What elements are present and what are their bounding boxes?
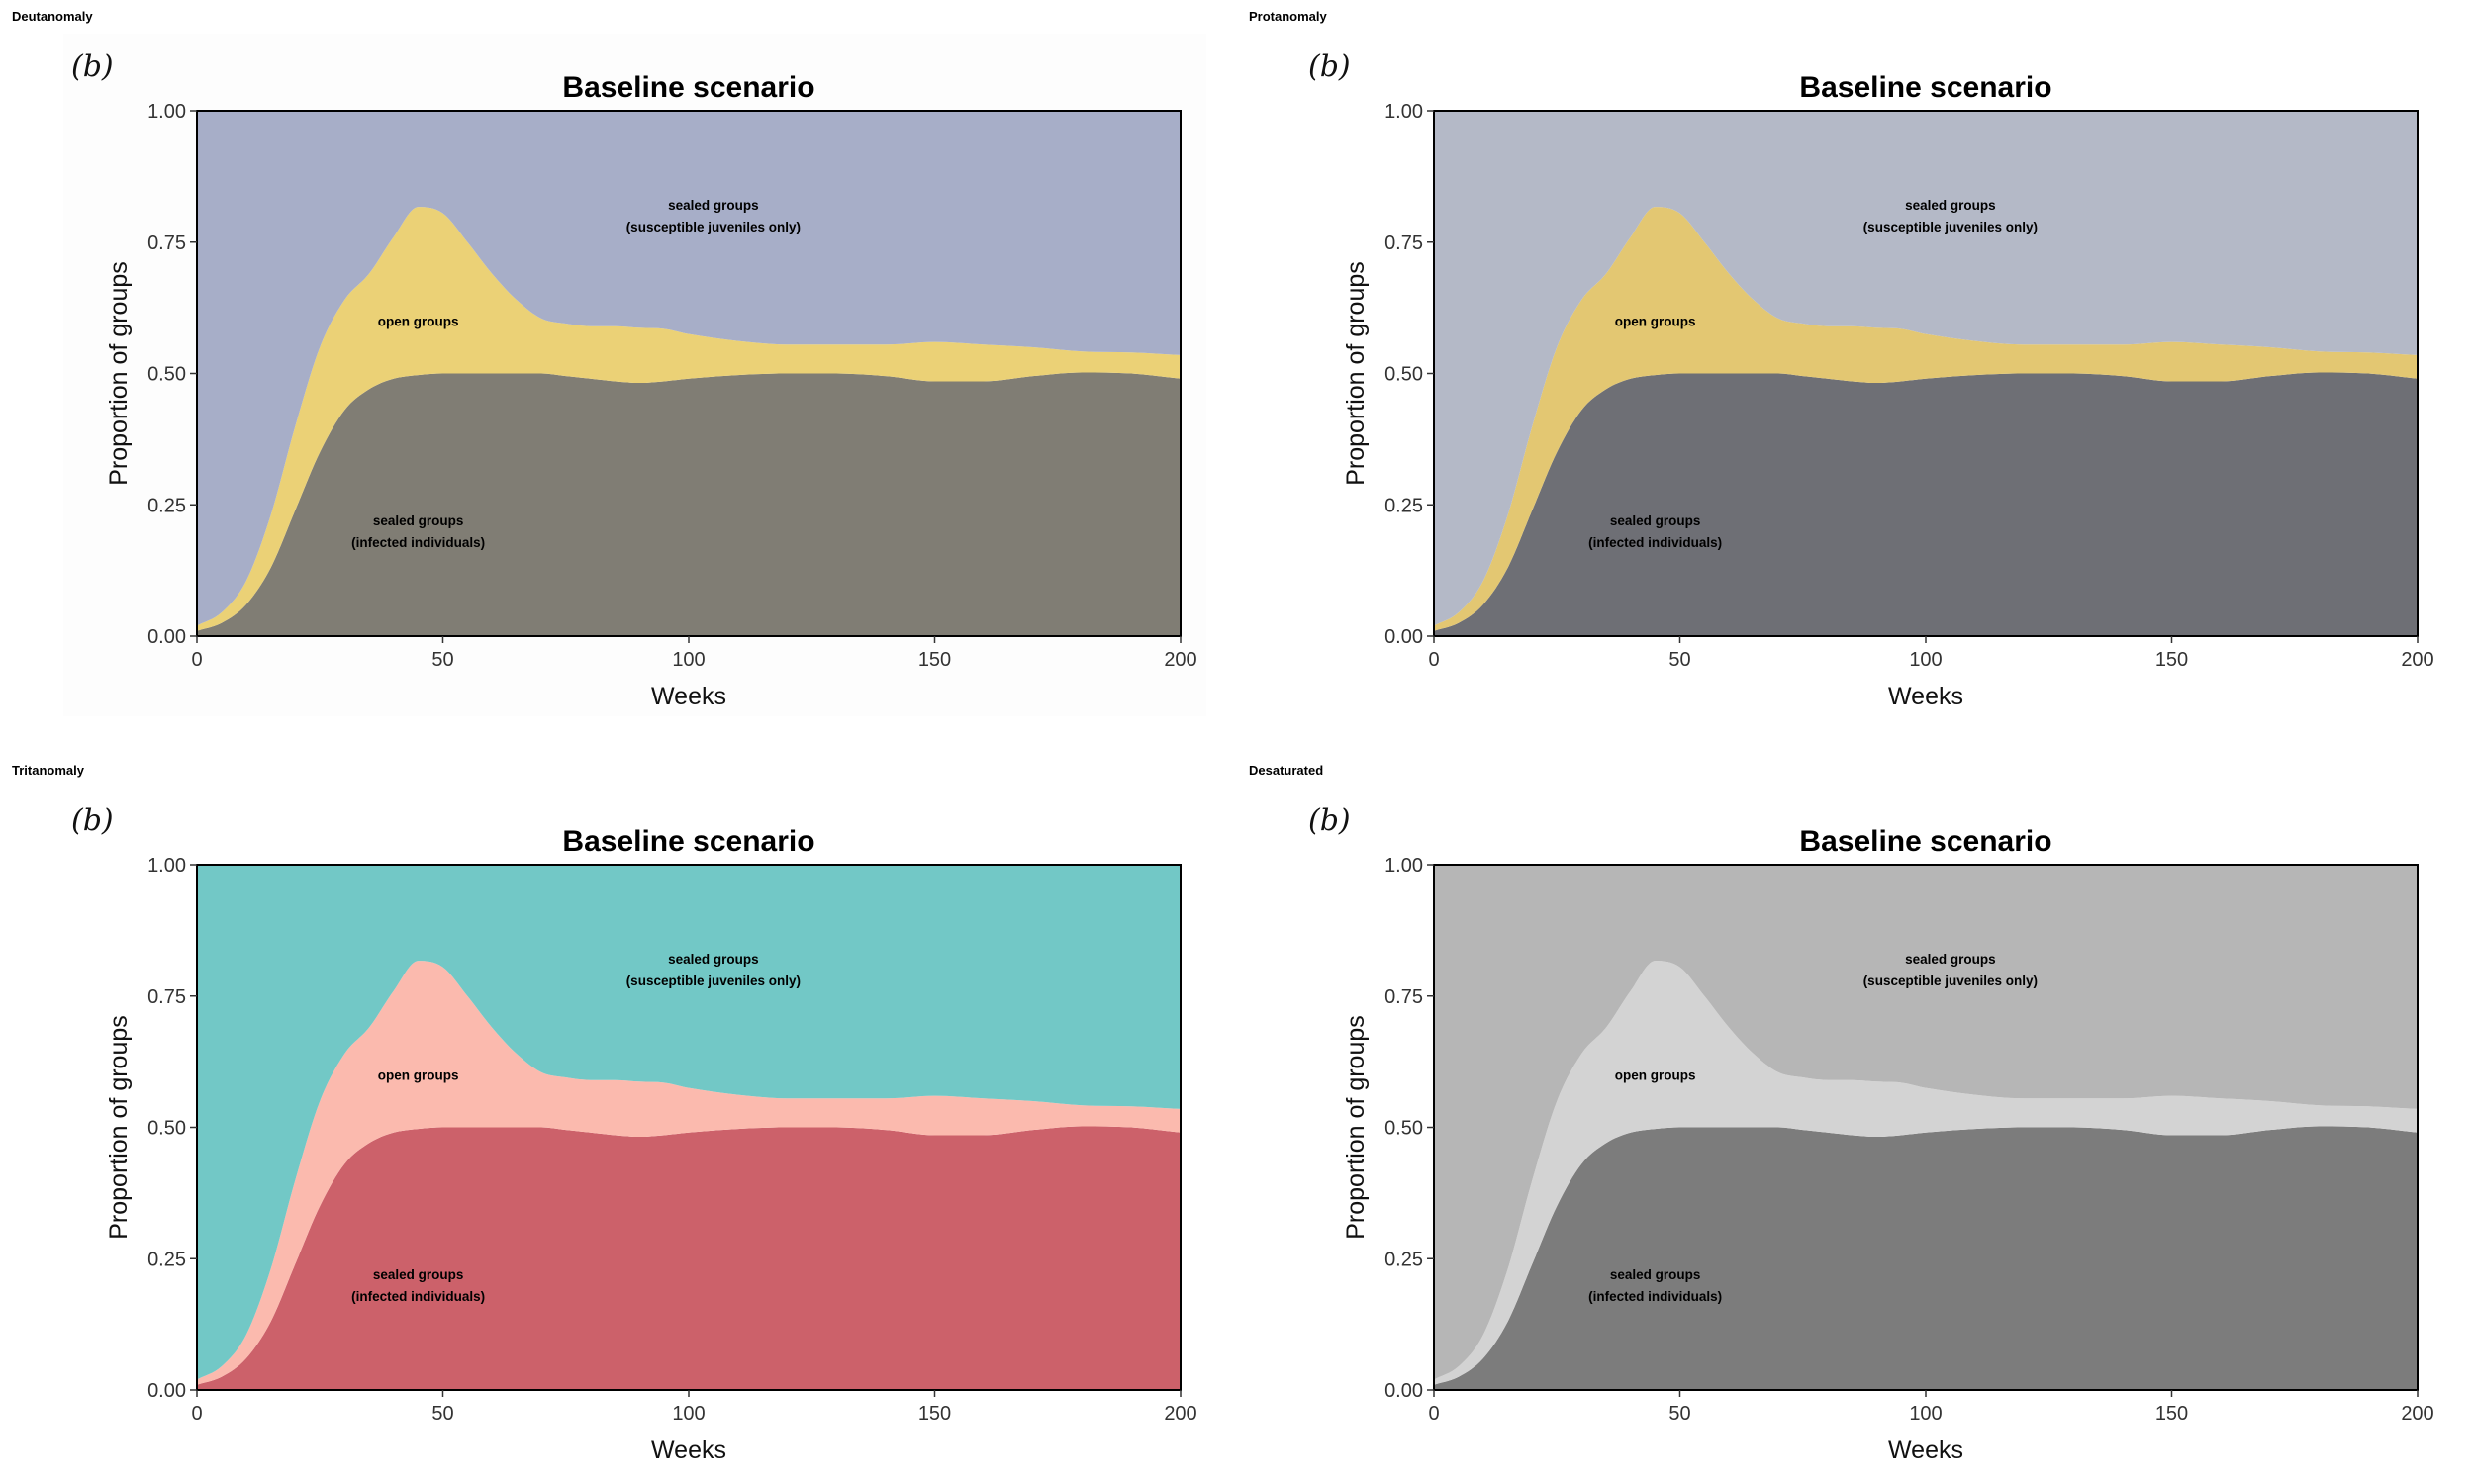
chart-panel-deutanomaly: Deutanomaly (b) Baseline scenario 0 50 100 150… [12,9,1206,716]
area-open [197,961,1181,1385]
x-tick-label: 50 [1668,1403,1690,1425]
x-tick-label: 0 [1428,1403,1439,1425]
y-tick-label: 0.25 [147,495,186,516]
x-tick-label: 50 [431,1403,453,1425]
area-sealed-infected [197,1126,1181,1390]
x-tick-label: 150 [2155,649,2188,671]
x-tick-label: 50 [431,649,453,671]
y-axis-title: Proportion of groups [1342,261,1370,486]
x-axis-title: Weeks [1888,683,1963,710]
x-tick-label: 200 [2401,1403,2433,1425]
area-open [197,207,1181,631]
x-tick-label: 100 [1909,1403,1942,1425]
x-tick-label: 200 [1164,649,1196,671]
x-tick-label: 200 [2401,649,2433,671]
region-label-sealed-infected: (infected individuals) [351,535,485,550]
panel-tag: (b) [1308,803,1351,838]
y-tick-label: 0.50 [1384,364,1423,386]
y-tick-label: 1.00 [1384,101,1423,123]
y-tick-label: 0.75 [1384,986,1423,1008]
simulation-label: Tritanomaly [12,763,85,778]
x-tick-label: 150 [918,1403,951,1425]
region-label-sealed-infected: sealed groups [1610,1267,1701,1282]
x-tick-label: 50 [1668,649,1690,671]
panel-tag: (b) [1308,49,1351,84]
region-label-sealed-juveniles: (susceptible juveniles only) [1863,974,2038,988]
y-tick-label: 0.50 [147,1118,186,1140]
x-tick-label: 0 [191,649,202,671]
region-label-sealed-juveniles: (susceptible juveniles only) [626,220,801,234]
region-label-open: open groups [1615,314,1696,328]
region-label-open: open groups [1615,1067,1696,1082]
y-tick-label: 0.00 [147,626,186,648]
area-sealed-juveniles [1434,111,2418,626]
region-label-sealed-infected: (infected individuals) [351,1289,485,1304]
region-label-sealed-juveniles: sealed groups [668,198,759,213]
y-tick-label: 0.75 [147,232,186,254]
y-tick-label: 0.25 [147,1249,186,1270]
y-tick-label: 0.75 [1384,232,1423,254]
region-label-sealed-infected: sealed groups [373,513,464,528]
area-sealed-infected [197,372,1181,636]
x-tick-label: 100 [672,1403,705,1425]
x-tick-label: 100 [1909,649,1942,671]
chart-panel-protanomaly: Protanomaly (b) Baseline scenario 0 50 100 150… [1249,9,2443,716]
region-label-open: open groups [378,314,459,328]
chart-panel-tritanomaly: Tritanomaly (b) Baseline scenario 0 50 100 150… [12,763,1206,1470]
y-tick-label: 0.75 [147,986,186,1008]
x-axis-title: Weeks [651,683,726,710]
region-label-sealed-infected: sealed groups [373,1267,464,1282]
y-tick-label: 0.25 [1384,1249,1423,1270]
region-label-open: open groups [378,1067,459,1082]
x-axis-title: Weeks [1888,1437,1963,1464]
y-tick-label: 0.50 [1384,1118,1423,1140]
simulation-label: Protanomaly [1249,9,1328,24]
area-open [1434,961,2418,1385]
y-tick-label: 1.00 [147,101,186,123]
region-label-sealed-infected: sealed groups [1610,513,1701,528]
area-sealed-juveniles [197,865,1181,1380]
panel-tag: (b) [71,49,114,84]
y-tick-label: 0.50 [147,364,186,386]
y-axis-title: Proportion of groups [105,261,133,486]
region-label-sealed-juveniles: (susceptible juveniles only) [626,974,801,988]
chart-title: Baseline scenario [1799,825,2051,858]
x-tick-label: 200 [1164,1403,1196,1425]
region-label-sealed-juveniles: (susceptible juveniles only) [1863,220,2038,234]
y-tick-label: 0.00 [1384,626,1423,648]
x-tick-label: 150 [918,649,951,671]
chart-title: Baseline scenario [562,71,814,104]
region-label-sealed-juveniles: sealed groups [1905,952,1996,967]
x-tick-label: 150 [2155,1403,2188,1425]
chart-title: Baseline scenario [1799,71,2051,104]
area-sealed-juveniles [1434,865,2418,1380]
y-axis-title: Proportion of groups [1342,1015,1370,1240]
y-tick-label: 1.00 [147,855,186,877]
region-label-sealed-juveniles: sealed groups [668,952,759,967]
area-sealed-juveniles [197,111,1181,626]
x-tick-label: 100 [672,649,705,671]
chart-panel-desaturated: Desaturated (b) Baseline scenario 0 50 100 150… [1249,763,2443,1470]
y-tick-label: 1.00 [1384,855,1423,877]
region-label-sealed-infected: (infected individuals) [1588,535,1722,550]
x-axis-title: Weeks [651,1437,726,1464]
region-label-sealed-infected: (infected individuals) [1588,1289,1722,1304]
area-open [1434,207,2418,631]
y-tick-label: 0.00 [147,1380,186,1402]
y-axis-title: Proportion of groups [105,1015,133,1240]
simulation-label: Deutanomaly [12,9,93,24]
y-tick-label: 0.00 [1384,1380,1423,1402]
region-label-sealed-juveniles: sealed groups [1905,198,1996,213]
panel-tag: (b) [71,803,114,838]
x-tick-label: 0 [1428,649,1439,671]
y-tick-label: 0.25 [1384,495,1423,516]
x-tick-label: 0 [191,1403,202,1425]
area-sealed-infected [1434,372,2418,636]
chart-title: Baseline scenario [562,825,814,858]
simulation-label: Desaturated [1249,763,1323,778]
area-sealed-infected [1434,1126,2418,1390]
